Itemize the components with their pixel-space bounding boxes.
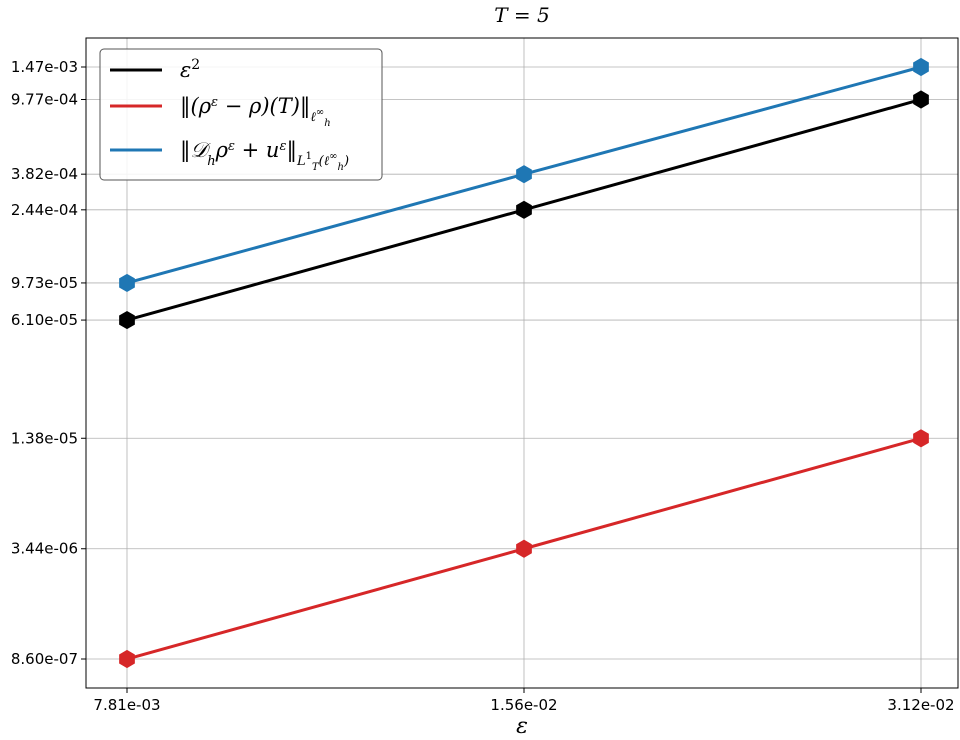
y-tick-label: 3.82e-04 xyxy=(11,165,78,183)
legend: ε2 ‖(ρε − ρ)(T)‖ℓ∞h ‖𝒟hρε + uε‖L1T(ℓ∞h) xyxy=(100,49,382,180)
data-point xyxy=(120,651,135,668)
y-tick-label: 6.10e-05 xyxy=(11,311,78,329)
data-point xyxy=(914,430,929,447)
y-tick-label: 1.38e-05 xyxy=(11,429,78,447)
data-point xyxy=(517,166,532,183)
data-point xyxy=(120,274,135,291)
x-tick-label: 3.12e-02 xyxy=(887,696,954,714)
y-tick-label: 1.47e-03 xyxy=(11,58,78,76)
data-point xyxy=(120,312,135,329)
data-point xyxy=(914,91,929,108)
x-axis-label: ε xyxy=(516,714,528,739)
data-point xyxy=(517,201,532,218)
x-tick-label: 7.81e-03 xyxy=(93,696,160,714)
data-point xyxy=(914,59,929,76)
y-tick-label: 2.44e-04 xyxy=(11,201,78,219)
y-tick-label: 9.77e-04 xyxy=(11,90,78,108)
y-tick-label: 3.44e-06 xyxy=(11,540,78,558)
data-point xyxy=(517,540,532,557)
y-tick-label: 9.73e-05 xyxy=(11,274,78,292)
chart-title: T = 5 xyxy=(494,3,550,27)
x-axis: 7.81e-03 1.56e-02 3.12e-02 xyxy=(93,688,954,714)
y-tick-label: 8.60e-07 xyxy=(11,650,78,668)
x-tick-label: 1.56e-02 xyxy=(490,696,557,714)
y-axis: 8.60e-07 3.44e-06 1.38e-05 6.10e-05 9.73e-05… xyxy=(11,58,86,668)
